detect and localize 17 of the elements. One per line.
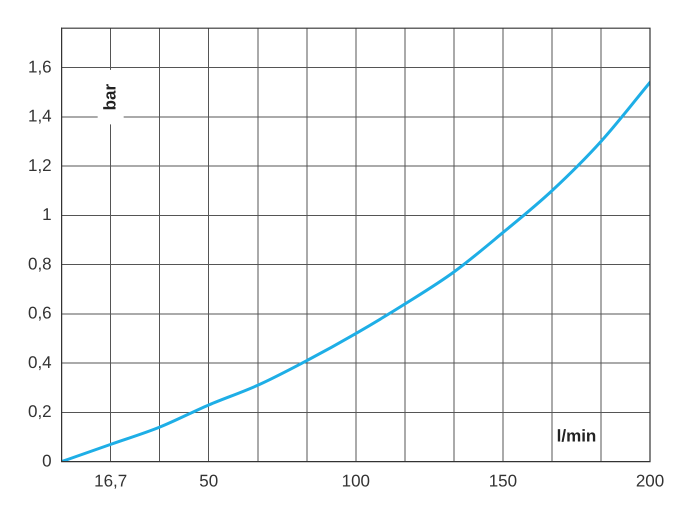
y-tick-label: 0,2	[28, 402, 52, 422]
line-series	[62, 80, 650, 462]
x-tick-label: 100	[342, 471, 370, 490]
x-tick-label: 50	[199, 471, 218, 490]
y-axis-title: bar	[100, 84, 120, 110]
y-tick-label: 0	[42, 451, 52, 470]
y-tick-label: 0,4	[28, 352, 52, 372]
y-tick-label: 1,4	[28, 106, 52, 126]
x-tick-label: 200	[636, 471, 664, 490]
x-tick-label: 16,7	[94, 471, 128, 490]
y-tick-label: 1,6	[28, 57, 52, 76]
x-axis-title: l/min	[556, 426, 596, 446]
y-tick-label: 0,8	[28, 254, 52, 274]
y-tick-label: 0,6	[28, 304, 52, 323]
y-tick-label: 1	[42, 205, 52, 224]
x-tick-label: 150	[488, 471, 518, 490]
y-tick-label: 1,2	[28, 156, 52, 175]
